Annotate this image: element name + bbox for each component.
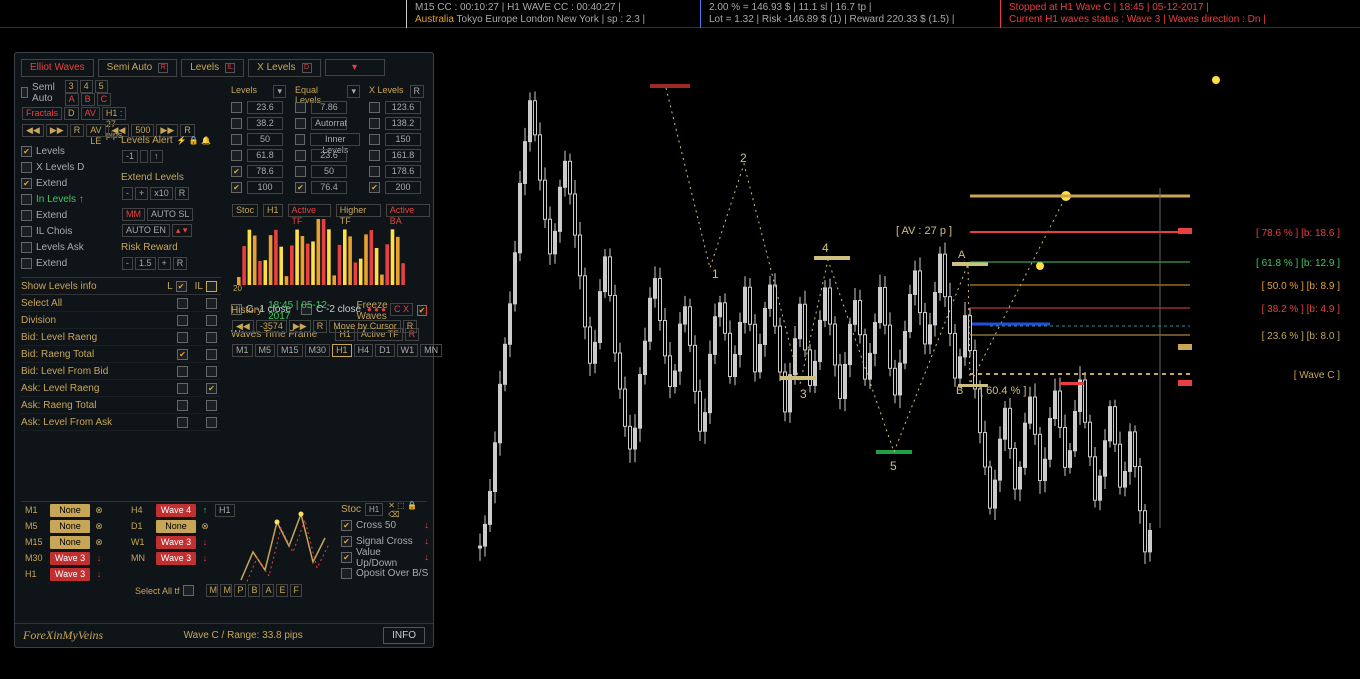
panel-footer: ForeXinMyVeins Wave C / Range: 33.8 pips… <box>15 623 433 647</box>
info-button[interactable]: INFO <box>383 627 425 644</box>
sa-btn-C[interactable]: C <box>97 93 112 106</box>
status-stopped: Stopped at H1 Wave C | 18:45 | 05-12-201… <box>1009 2 1352 14</box>
control-panel: Elliot Waves Semi AutoR LevelsIL X Level… <box>14 52 434 648</box>
fib-label-5: [ Wave C ] <box>1294 370 1340 381</box>
chk-x-levels-d[interactable] <box>21 162 32 173</box>
sa-btn-A[interactable]: A <box>65 93 79 106</box>
fib-label-3: [ 38.2 % ] [b: 4.9 ] <box>1262 304 1340 315</box>
chk-il-chois[interactable] <box>21 226 32 237</box>
tab-dropdown[interactable]: ▾ <box>325 59 385 76</box>
svg-text:2: 2 <box>740 151 747 165</box>
tab-x-levels[interactable]: X LevelsD <box>248 59 320 77</box>
panel-tabs: Elliot Waves Semi AutoR LevelsIL X Level… <box>21 59 427 77</box>
btn-fractals[interactable]: Fractals <box>22 107 62 120</box>
tab-levels[interactable]: LevelsIL <box>181 59 244 77</box>
sa-btn-4[interactable]: 4 <box>80 80 93 93</box>
m15-cc-info: M15 CC : 00:10:27 | H1 WAVE CC : 00:40:2… <box>415 2 692 14</box>
sa-btn-5[interactable]: 5 <box>95 80 108 93</box>
btn-mm[interactable]: MM <box>122 208 145 221</box>
svg-text:1: 1 <box>712 267 719 281</box>
svg-text:[ 60.4 % ]: [ 60.4 % ] <box>980 385 1026 397</box>
svg-text:A: A <box>958 249 966 261</box>
chk-semi-auto[interactable] <box>21 87 28 98</box>
btn-auto-sl[interactable]: AUTO SL <box>147 208 193 221</box>
risk-info: 2.00 % = 146.93 $ | 11.1 sl | 16.7 tp | <box>709 2 992 14</box>
btn-auto-en[interactable]: AUTO EN <box>122 224 170 237</box>
fib-label-1: [ 61.8 % ] [b: 12.9 ] <box>1256 258 1340 269</box>
chk-levels-ask[interactable] <box>21 242 32 253</box>
svg-text:5: 5 <box>890 459 897 473</box>
chk-freeze-waves[interactable] <box>417 305 427 316</box>
chk-in-levels-[interactable] <box>21 194 32 205</box>
fib-label-0: [ 78.6 % ] [b: 18.6 ] <box>1256 228 1340 239</box>
chk-levels[interactable] <box>21 146 32 157</box>
chk-extend[interactable] <box>21 210 32 221</box>
sa-btn-3[interactable]: 3 <box>65 80 78 93</box>
tf-status-section: M1None⊗M5None⊗M15None⊗M30Wave 3↓H1Wave 3… <box>21 501 427 619</box>
svg-text:B: B <box>956 385 963 397</box>
svg-text:4: 4 <box>822 241 829 255</box>
chk-extend[interactable] <box>21 258 32 269</box>
fib-label-2: [ 50.0 % ] [b: 8.9 ] <box>1262 281 1340 292</box>
sa-btn-B[interactable]: B <box>81 93 95 106</box>
brand-label: ForeXinMyVeins <box>23 628 103 643</box>
svg-text:20: 20 <box>233 284 242 293</box>
svg-text:3: 3 <box>800 387 807 401</box>
svg-text:[ AV : 27 p ]: [ AV : 27 p ] <box>896 225 952 237</box>
tab-semi-auto[interactable]: Semi AutoR <box>98 59 178 77</box>
fib-label-4: [ 23.6 % ] [b: 8.0 ] <box>1262 331 1340 342</box>
wave-range-info: Wave C / Range: 33.8 pips <box>184 630 303 641</box>
price-chart[interactable]: 1 2 3 4 5 A B [ 60.4 % ] [ AV : 27 p ] [… <box>450 28 1360 676</box>
chk-extend[interactable] <box>21 178 32 189</box>
stoc-histogram: 20 <box>231 219 411 293</box>
tab-elliot-waves[interactable]: Elliot Waves <box>21 59 94 77</box>
top-info-bar: M15 CC : 00:10:27 | H1 WAVE CC : 00:40:2… <box>0 0 1360 28</box>
